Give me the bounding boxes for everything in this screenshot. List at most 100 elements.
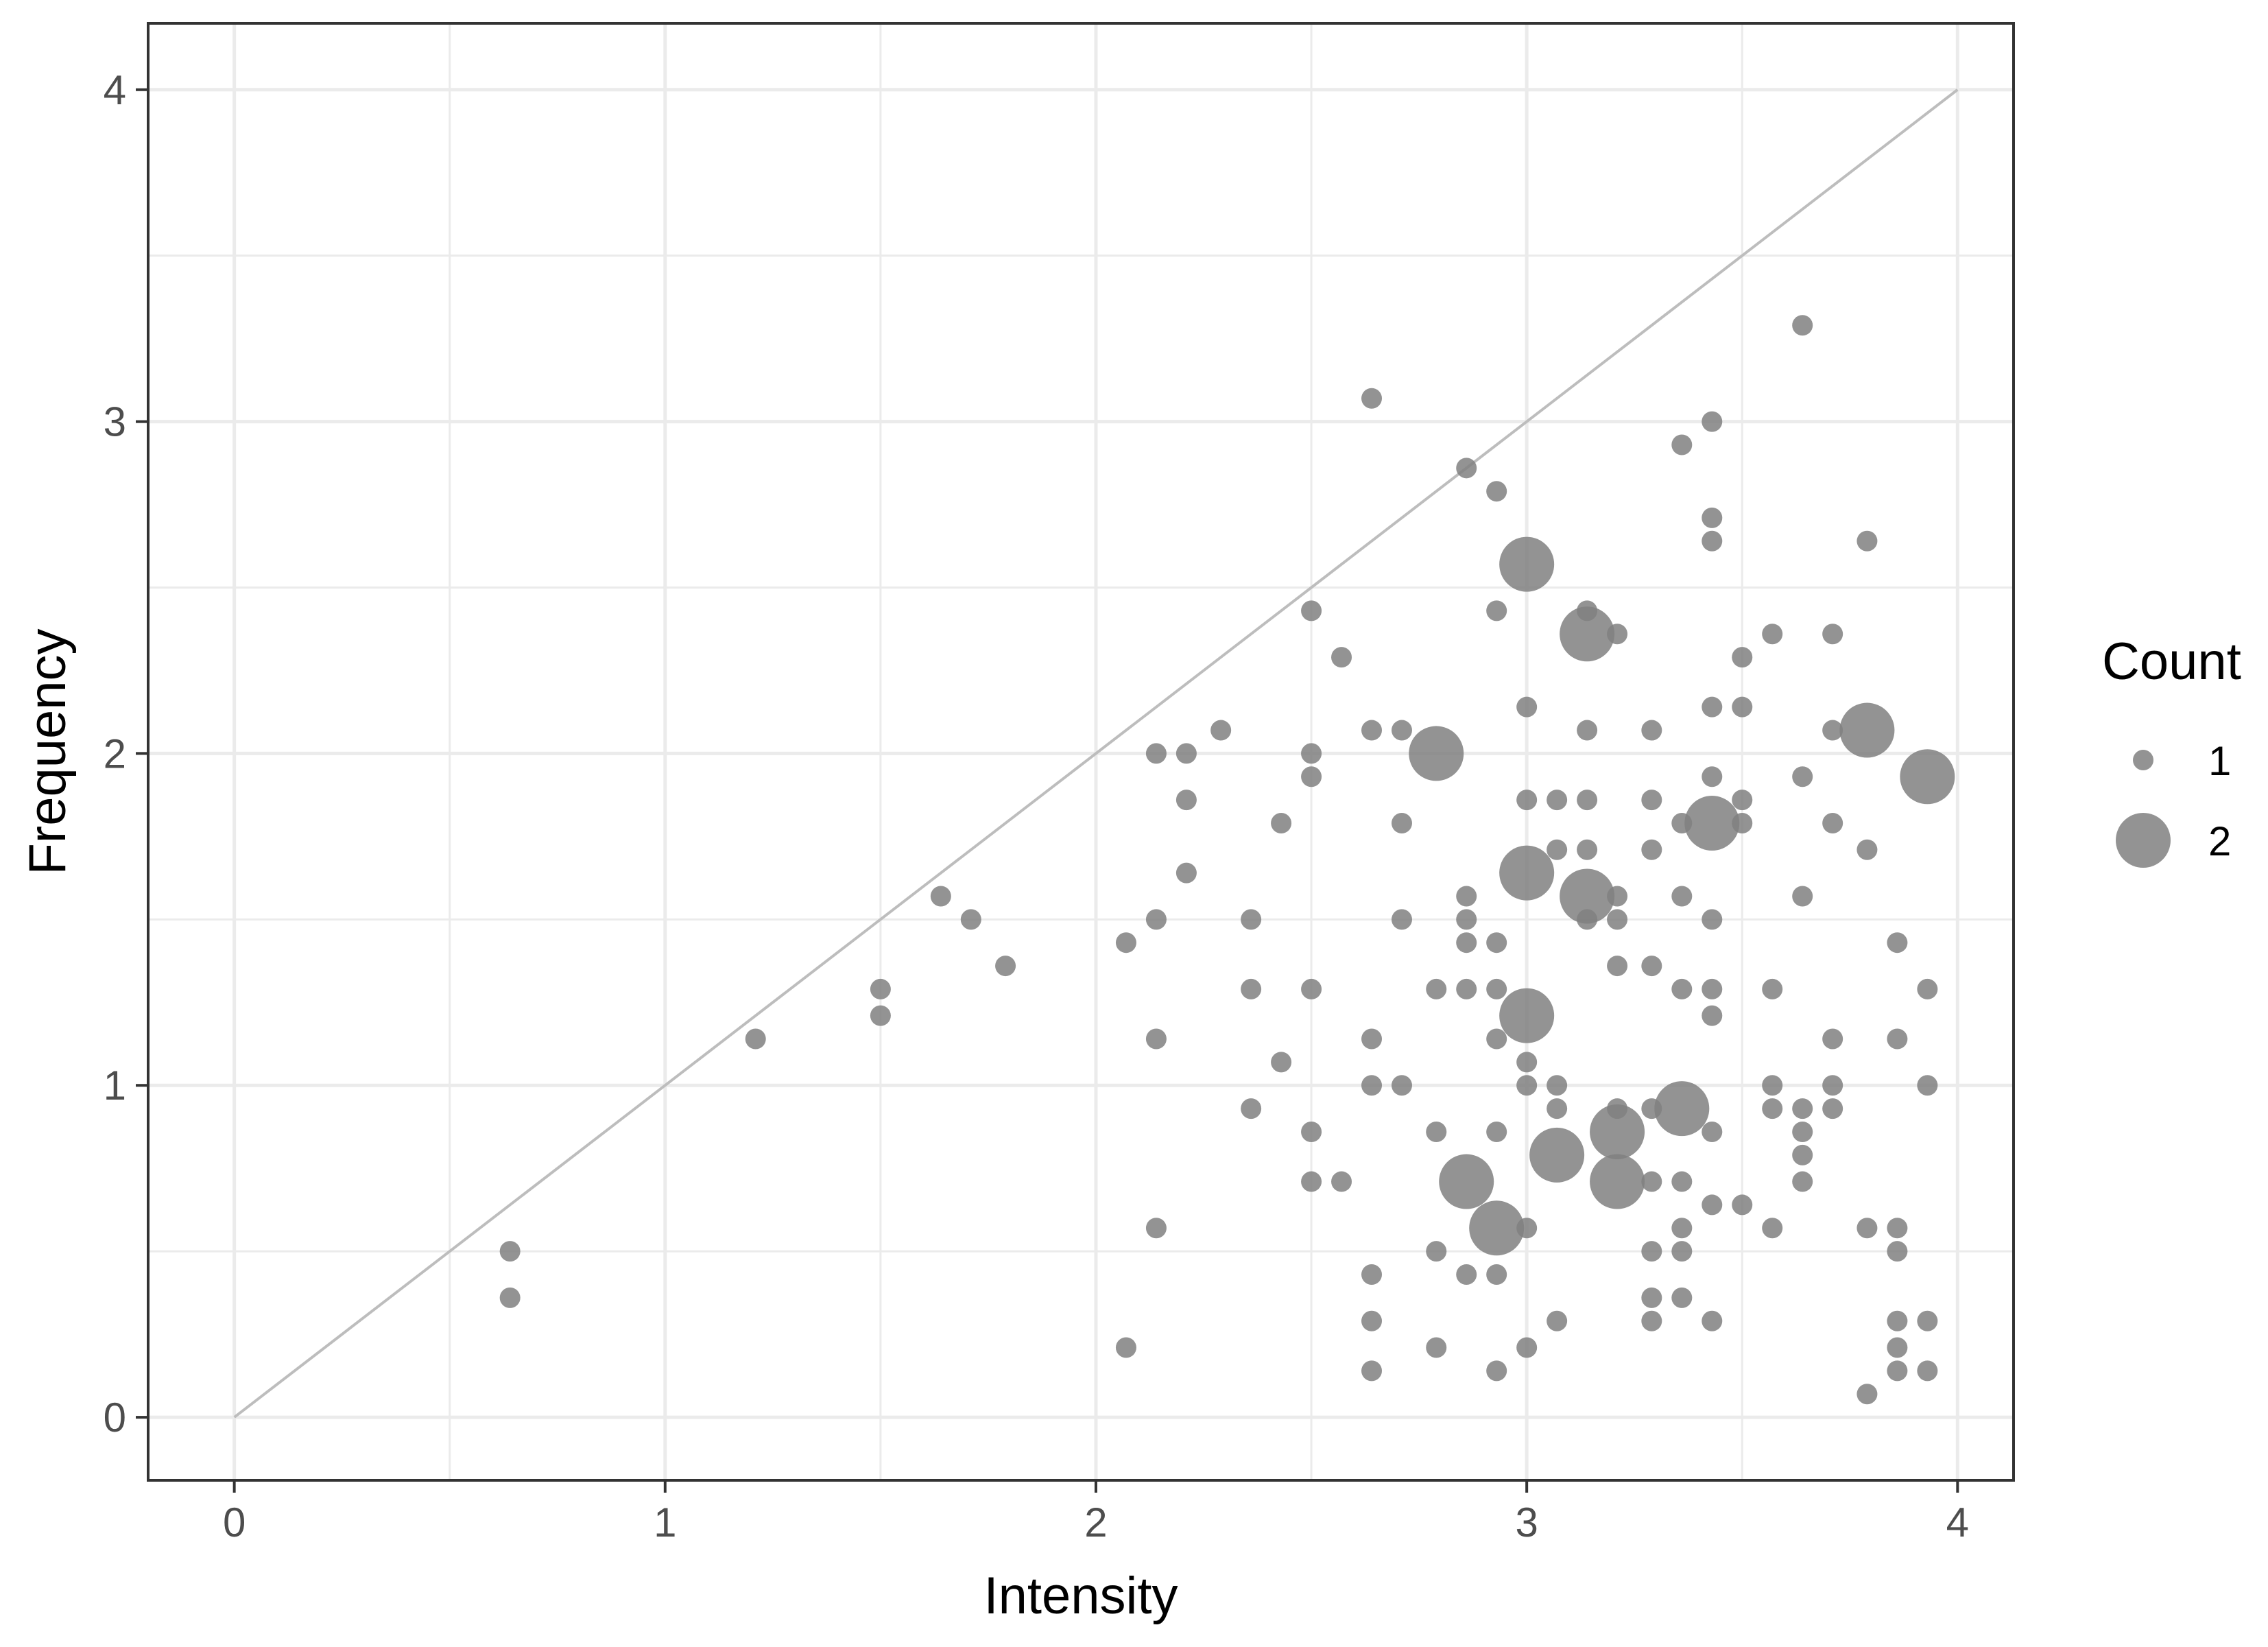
data-point — [1547, 1098, 1568, 1119]
x-tick-label: 4 — [1946, 1500, 1969, 1545]
data-point — [1426, 1241, 1447, 1262]
data-point — [1271, 1052, 1292, 1073]
x-axis-title: Intensity — [983, 1567, 1178, 1625]
data-point — [1702, 1005, 1723, 1026]
data-point — [1887, 1310, 1908, 1331]
data-point — [1426, 1337, 1447, 1358]
data-point — [1607, 909, 1628, 930]
data-point — [1641, 720, 1662, 741]
data-point — [1301, 743, 1322, 764]
data-point — [1887, 1028, 1908, 1050]
data-point — [1439, 1154, 1494, 1209]
data-point — [1456, 458, 1477, 479]
data-point — [1499, 536, 1555, 592]
data-point — [1641, 956, 1662, 977]
data-point — [1175, 862, 1197, 884]
data-point — [1145, 909, 1167, 930]
data-point — [1702, 411, 1723, 432]
data-point — [1607, 886, 1628, 907]
data-point — [1456, 886, 1477, 907]
data-point — [1732, 1194, 1753, 1216]
data-point — [1641, 790, 1662, 811]
y-tick-label: 4 — [104, 67, 126, 113]
data-point — [1887, 932, 1908, 953]
data-point — [1499, 988, 1555, 1043]
data-point — [1241, 1098, 1262, 1119]
data-point — [1792, 315, 1813, 336]
data-point — [1887, 1241, 1908, 1262]
data-point — [1547, 1310, 1568, 1331]
data-point — [1577, 720, 1598, 741]
data-point — [1792, 1121, 1813, 1142]
legend-label: 2 — [2208, 818, 2231, 864]
data-point — [1732, 790, 1753, 811]
data-point — [1762, 978, 1783, 999]
data-point — [1391, 909, 1412, 930]
data-point — [1486, 1121, 1507, 1142]
data-point — [960, 909, 981, 930]
data-point — [1469, 1200, 1525, 1256]
identity-reference-line — [233, 88, 1959, 1419]
data-point — [1671, 978, 1693, 999]
data-point — [1887, 1337, 1908, 1358]
data-point — [1887, 1218, 1908, 1239]
data-point — [1486, 932, 1507, 953]
data-point — [1391, 1075, 1412, 1096]
data-point — [1671, 1241, 1693, 1262]
data-point — [1241, 978, 1262, 999]
data-point — [1702, 530, 1723, 552]
data-point — [1145, 1028, 1167, 1050]
data-point — [1409, 726, 1464, 781]
data-point — [1822, 624, 1843, 645]
data-point — [995, 956, 1016, 977]
major-gridlines — [148, 23, 2014, 1480]
x-tick-label: 0 — [223, 1500, 246, 1545]
data-point — [1917, 1075, 1938, 1096]
x-tick-label: 1 — [654, 1500, 676, 1545]
data-point — [745, 1028, 766, 1050]
data-point — [1857, 839, 1878, 860]
data-point — [1702, 1194, 1723, 1216]
data-point — [1732, 696, 1753, 718]
data-point — [1702, 909, 1723, 930]
data-point — [1671, 1218, 1693, 1239]
data-point — [1702, 978, 1723, 999]
y-tick-label: 1 — [104, 1063, 126, 1109]
data-point — [1516, 1075, 1538, 1096]
data-point — [1516, 1337, 1538, 1358]
data-point — [1839, 702, 1895, 758]
data-point — [1331, 1171, 1352, 1192]
data-point — [1361, 1264, 1383, 1285]
data-point — [1732, 647, 1753, 668]
data-point — [1361, 1310, 1383, 1331]
data-point — [1857, 1218, 1878, 1239]
data-point — [1271, 813, 1292, 834]
data-point — [1361, 388, 1383, 409]
data-point — [1590, 1104, 1645, 1159]
data-point — [1361, 720, 1383, 741]
data-point — [1577, 790, 1598, 811]
data-point — [1115, 932, 1136, 953]
x-tick-label: 3 — [1515, 1500, 1538, 1545]
data-point — [1792, 1144, 1813, 1165]
data-point — [1792, 1171, 1813, 1192]
data-point — [1671, 886, 1693, 907]
data-point — [1456, 909, 1477, 930]
data-point — [1115, 1337, 1136, 1358]
y-axis-ticks: 0 1 2 3 4 — [104, 67, 148, 1441]
data-point — [1900, 749, 1955, 805]
data-point — [1822, 813, 1843, 834]
data-point — [1822, 720, 1843, 741]
data-point — [1641, 839, 1662, 860]
data-point — [1762, 1075, 1783, 1096]
data-point — [1547, 839, 1568, 860]
data-point — [1762, 1218, 1783, 1239]
data-point — [1607, 624, 1628, 645]
data-point — [1499, 845, 1555, 901]
data-point — [1486, 481, 1507, 502]
data-point — [1577, 909, 1598, 930]
data-point — [1654, 1081, 1710, 1137]
data-point — [1641, 1241, 1662, 1262]
data-point — [1486, 1360, 1507, 1382]
